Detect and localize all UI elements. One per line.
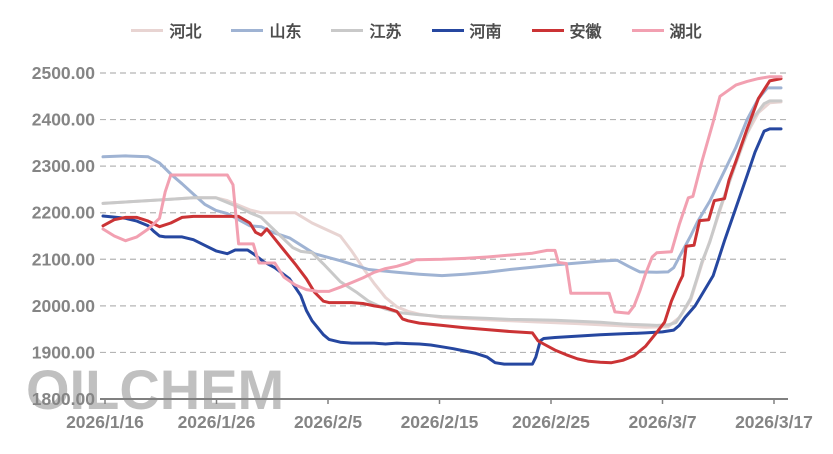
oilchem-watermark: OILCHEM — [26, 358, 285, 421]
legend-label: 安徽 — [569, 24, 602, 41]
y-axis-label-2400: 2400.00 — [32, 110, 96, 130]
y-axis-label-2000: 2000.00 — [32, 296, 96, 316]
x-axis-label-2026/1/26: 2026/1/26 — [178, 412, 256, 432]
legend-item-湖北: 湖北 — [631, 18, 702, 42]
y-axis-label-2100: 2100.00 — [32, 249, 96, 269]
x-axis-label-2026/3/7: 2026/3/7 — [628, 412, 696, 432]
legend-line-swatch — [331, 28, 364, 32]
legend-line-swatch — [131, 28, 164, 32]
x-axis-label-2026/2/15: 2026/2/15 — [401, 412, 479, 432]
y-axis-label-1800: 1800.00 — [32, 389, 96, 409]
series-line-河北 — [101, 100, 783, 329]
series-line-安徽 — [101, 77, 783, 365]
legend-item-河南: 河南 — [431, 18, 502, 42]
y-axis-label-1900: 1900.00 — [32, 342, 96, 362]
y-axis-label-2200: 2200.00 — [32, 203, 96, 223]
legend-line-swatch — [231, 28, 264, 32]
legend-label: 河北 — [169, 24, 202, 41]
legend-line-swatch — [431, 28, 464, 32]
x-axis-label-2026/2/5: 2026/2/5 — [294, 412, 362, 432]
legend-label: 山东 — [269, 24, 302, 41]
legend-label: 湖北 — [669, 24, 702, 41]
legend-label: 江苏 — [369, 24, 402, 41]
y-axis-label-2300: 2300.00 — [32, 156, 96, 176]
legend-item-河北: 河北 — [131, 18, 201, 42]
x-axis-label-2026/3/17: 2026/3/17 — [735, 412, 813, 432]
series-line-江苏 — [101, 99, 783, 327]
series-line-河南 — [101, 127, 783, 366]
legend-label: 河南 — [469, 24, 502, 41]
legend-item-山东: 山东 — [231, 18, 301, 42]
legend-item-江苏: 江苏 — [331, 18, 402, 42]
x-axis-label-2026/2/25: 2026/2/25 — [512, 412, 590, 432]
legend-line-swatch — [631, 28, 664, 32]
y-axis-label-2500: 2500.00 — [32, 63, 96, 83]
series-line-湖北 — [101, 75, 783, 315]
series-line-山东 — [101, 86, 783, 278]
legend-line-swatch — [531, 28, 564, 32]
chart-legend: 河北 山东 江苏 河南 安徽 湖北 — [0, 18, 833, 42]
legend-item-安徽: 安徽 — [531, 18, 602, 42]
x-axis-label-2026/1/16: 2026/1/16 — [66, 412, 144, 432]
